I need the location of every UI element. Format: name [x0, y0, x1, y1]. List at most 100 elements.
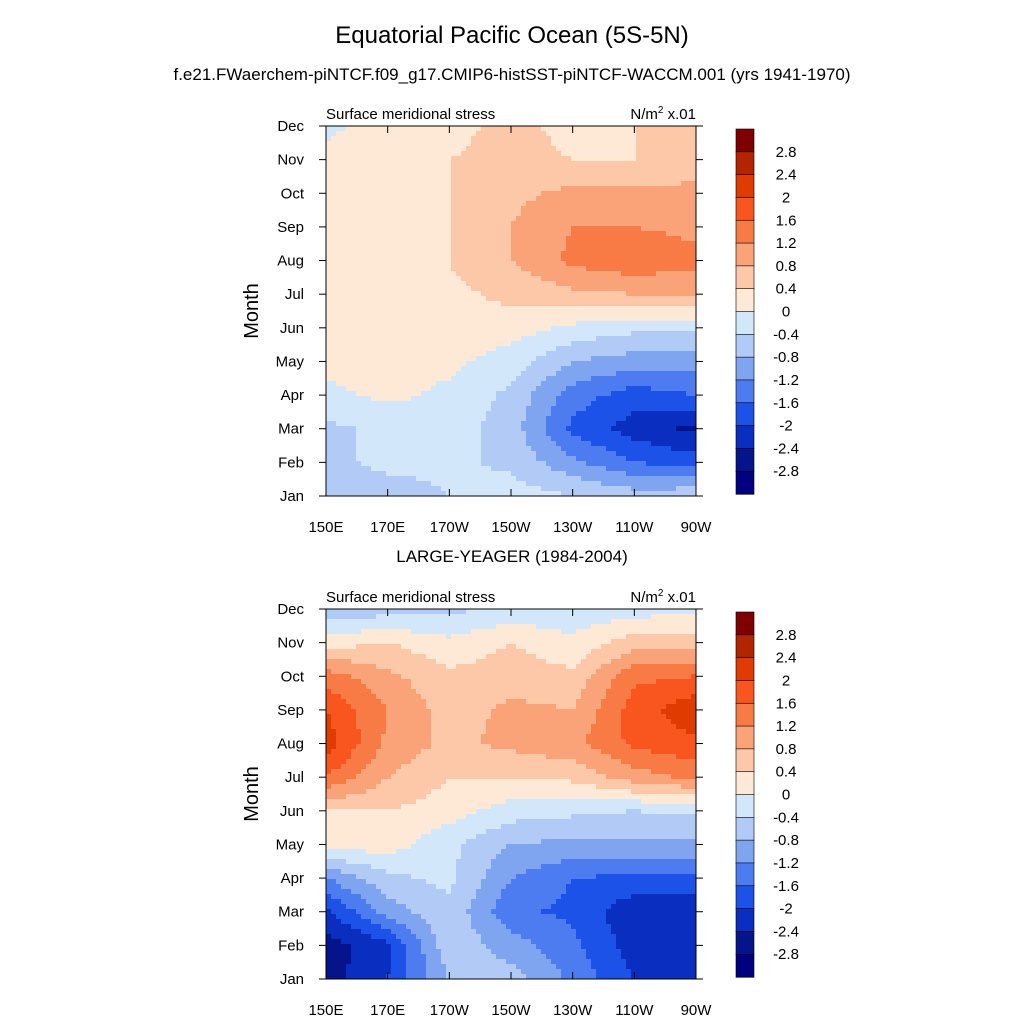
contour-cell — [571, 366, 577, 372]
contour-cell — [596, 151, 602, 157]
contour-cell — [681, 226, 687, 232]
contour-cell — [646, 196, 652, 202]
contour-cell — [691, 451, 697, 457]
contour-cell — [406, 221, 412, 227]
contour-cell — [611, 441, 617, 447]
contour-cell — [351, 421, 357, 427]
contour-cell — [411, 146, 417, 152]
contour-cell — [446, 426, 452, 432]
contour-cell — [646, 136, 652, 142]
contour-cell — [606, 396, 612, 402]
contour-cell — [446, 296, 452, 302]
contour-cell — [361, 196, 367, 202]
contour-cell — [351, 296, 357, 302]
contour-cell — [531, 391, 537, 397]
contour-cell — [406, 416, 412, 422]
contour-cell — [671, 306, 677, 312]
contour-cell — [331, 276, 337, 282]
contour-cell — [641, 356, 647, 362]
contour-cell — [536, 291, 542, 297]
contour-cell — [446, 326, 452, 332]
contour-cell — [336, 221, 342, 227]
contour-cell — [581, 411, 587, 417]
contour-cell — [471, 201, 477, 207]
contour-cell — [566, 221, 572, 227]
contour-cell — [396, 461, 402, 467]
contour-cell — [636, 206, 642, 212]
contour-cell — [436, 341, 442, 347]
contour-cell — [676, 311, 682, 317]
contour-cell — [341, 401, 347, 407]
contour-cell — [491, 291, 497, 297]
contour-cell — [531, 296, 537, 302]
contour-cell — [516, 376, 522, 382]
contour-cell — [586, 151, 592, 157]
contour-cell — [516, 221, 522, 227]
contour-cell — [591, 171, 597, 177]
contour-cell — [491, 371, 497, 377]
contour-cell — [356, 256, 362, 262]
contour-cell — [546, 216, 552, 222]
contour-cell — [571, 241, 577, 247]
contour-cell — [651, 406, 657, 412]
contour-cell — [666, 456, 672, 462]
contour-cell — [441, 371, 447, 377]
contour-cell — [481, 126, 487, 132]
contour-cell — [381, 131, 387, 137]
contour-cell — [441, 206, 447, 212]
contour-cell — [426, 436, 432, 442]
contour-cell — [496, 341, 502, 347]
contour-cell — [426, 176, 432, 182]
contour-cell — [396, 196, 402, 202]
contour-cell — [446, 231, 452, 237]
contour-cell — [576, 246, 582, 252]
contour-cell — [501, 281, 507, 287]
contour-cell — [536, 326, 542, 332]
contour-cell — [526, 211, 532, 217]
contour-cell — [641, 396, 647, 402]
contour-cell — [426, 251, 432, 257]
contour-cell — [566, 446, 572, 452]
contour-cell — [601, 446, 607, 452]
contour-cell — [521, 316, 527, 322]
contour-cell — [431, 456, 437, 462]
contour-cell — [666, 201, 672, 207]
contour-cell — [566, 311, 572, 317]
contour-cell — [336, 231, 342, 237]
contour-cell — [671, 286, 677, 292]
contour-cell — [601, 241, 607, 247]
contour-cell — [541, 126, 547, 132]
contour-cell — [631, 206, 637, 212]
contour-cell — [671, 416, 677, 422]
contour-cell — [426, 271, 432, 277]
contour-cell — [606, 311, 612, 317]
contour-cell — [431, 356, 437, 362]
contour-cell — [401, 271, 407, 277]
contour-cell — [636, 266, 642, 272]
contour-cell — [556, 256, 562, 262]
contour-cell — [546, 211, 552, 217]
contour-cell — [506, 391, 512, 397]
contour-cell — [376, 156, 382, 162]
contour-cell — [331, 381, 337, 387]
contour-cell — [551, 416, 557, 422]
contour-cell — [621, 416, 627, 422]
contour-cell — [641, 176, 647, 182]
contour-cell — [471, 321, 477, 327]
contour-cell — [411, 291, 417, 297]
contour-cell — [661, 306, 667, 312]
contour-cell — [681, 411, 687, 417]
contour-cell — [426, 321, 432, 327]
contour-cell — [491, 271, 497, 277]
contour-cell — [416, 276, 422, 282]
contour-cell — [561, 391, 567, 397]
contour-cell — [481, 446, 487, 452]
contour-cell — [431, 181, 437, 187]
contour-cell — [656, 231, 662, 237]
contour-cell — [356, 416, 362, 422]
contour-cell — [486, 171, 492, 177]
contour-cell — [396, 356, 402, 362]
contour-cell — [446, 131, 452, 137]
contour-cell — [481, 171, 487, 177]
contour-cell — [441, 441, 447, 447]
